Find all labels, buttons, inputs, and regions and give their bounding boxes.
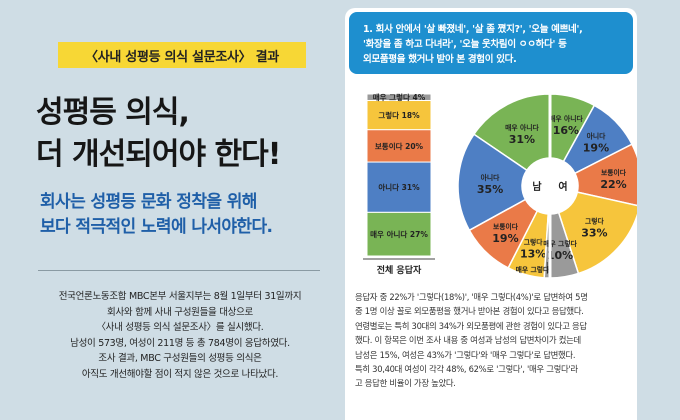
- pie-title-female: 여: [558, 180, 567, 193]
- result-line: 고 응답한 비율이 가장 높았다.: [355, 378, 456, 389]
- pie-slice-value: 19%: [492, 232, 518, 245]
- survey-tag: 〈사내 성평등 의식 설문조사〉 결과: [58, 42, 306, 68]
- headline-line: 성평등 의식,: [36, 95, 190, 130]
- bar-label: 보통이다 20%: [375, 141, 424, 151]
- bar-segment: [366, 93, 432, 101]
- pie-slice-label: 매우 그렇다: [516, 265, 550, 274]
- intro-line: 아직도 개선해야할 점이 적지 않은 것으로 나타났다.: [81, 368, 279, 380]
- bar-label: 매우 아니다 27%: [370, 229, 428, 239]
- pie-slice-value: 31%: [509, 133, 535, 146]
- pie-slice-label: 그렇다: [585, 216, 605, 225]
- pie-slice-value: 10%: [547, 249, 573, 262]
- result-line: 남성은 15%, 여성은 43%가 '그렇다'와 '매우 그렇다'로 답변했다.: [355, 349, 576, 360]
- pie-slice-label: 그렇다: [524, 238, 544, 247]
- result-line: 연령별로는 특히 30대의 34%가 외모품평에 관한 경험이 있다고 응답: [355, 320, 587, 331]
- pie-slice-label: 보통이다: [493, 222, 519, 231]
- bar-label: 아니다 31%: [378, 182, 420, 192]
- pie-center: [522, 158, 578, 214]
- subheadline: 회사는 성평등 문화 정착을 위해 보다 적극적인 노력에 나서야한다.: [40, 190, 340, 240]
- pie-title-male: 남: [532, 180, 542, 193]
- result-line: 중 1명 이상 꼴로 외모품평을 했거나 받아본 경험이 있다고 응답했다.: [355, 306, 584, 317]
- intro-line: 회사와 함께 사내 구성원들을 대상으로: [107, 306, 253, 318]
- subheadline-line: 회사는 성평등 문화 정착을 위해: [40, 192, 257, 212]
- bar-segment: [366, 129, 432, 163]
- headline: 성평등 의식, 더 개선되어야 한다!: [36, 92, 336, 176]
- pie-slice-value: 35%: [477, 183, 503, 196]
- result-line: 응답자 중 22%가 '그렇다(18%)', '매우 그렇다(4%)'로 답변하…: [355, 292, 588, 302]
- result-line: 특히 30,40대 여성이 각각 48%, 62%로 '그렇다', '매우 그렇…: [355, 364, 578, 375]
- pie-slice-value: 22%: [600, 178, 626, 191]
- pie-slice-value: 13%: [520, 248, 546, 261]
- pie-slice-label: 아니다: [587, 131, 607, 140]
- pie-slice-value: 33%: [581, 226, 607, 239]
- pie-slice-label: 매우 그렇다: [543, 239, 577, 248]
- intro-body: 전국언론노동조합 MBC본부 서울지부는 8월 1일부터 31일까지 회사와 함…: [30, 289, 330, 383]
- result-line: 했다. 이 항목은 이번 조사 내용 중 여성과 남성의 답변차이가 컸는데: [355, 335, 581, 346]
- result-text: 응답자 중 22%가 '그렇다(18%)', '매우 그렇다(4%)'로 답변하…: [355, 290, 627, 391]
- bar-segment: [366, 211, 432, 257]
- intro-line: 조사 결과, MBC 구성원들의 성평등 의식은: [98, 353, 262, 365]
- pie-slice-value: 19%: [583, 141, 609, 154]
- headline-line: 더 개선되어야 한다!: [36, 137, 281, 172]
- divider: [38, 270, 320, 271]
- left-column: 〈사내 성평등 의식 설문조사〉 결과 성평등 의식, 더 개선되어야 한다! …: [30, 42, 340, 383]
- intro-line: 〈사내 성평등 의식 설문조사〉를 실시했다.: [96, 322, 264, 334]
- pie-slice-label: 매우 아니다: [549, 114, 583, 123]
- pie-slice-label: 매우 아니다: [505, 123, 539, 132]
- intro-line: 전국언론노동조합 MBC본부 서울지부는 8월 1일부터 31일까지: [58, 291, 302, 302]
- bar-title: 전체 응답자: [377, 264, 422, 276]
- question-line: '화장을 좀 하고 다녀라', '오늘 웃차림이 ㅇㅇ하다' 등: [363, 39, 567, 50]
- pie-slice-value: 16%: [553, 124, 579, 137]
- bar-label: 매우 그렇다 4%: [373, 92, 426, 102]
- question-line: 외모품평을 했거나 받아 본 경험이 있다.: [363, 54, 517, 65]
- subheadline-line: 보다 적극적인 노력에 나서야한다.: [40, 217, 273, 237]
- question-box: 1. 회사 안에서 '살 빠졌네', '살 좀 쪘지?', '오늘 예쁘네', …: [349, 12, 633, 74]
- survey-charts: 매우 아니다 27% 아니다 31% 보통이다 20% 그렇다 18% 매우 그렇다 4…: [363, 92, 637, 280]
- bar-segment: [366, 99, 432, 131]
- question-line: 1. 회사 안에서 '살 빠졌네', '살 좀 쪘지?', '오늘 예쁘네',: [363, 24, 583, 35]
- pie-slice-label: 아니다: [481, 173, 501, 182]
- bar-label: 그렇다 18%: [378, 110, 420, 120]
- intro-line: 남성이 573명, 여성이 211명 등 총 784명이 응답하였다.: [70, 337, 290, 349]
- question-text: 1. 회사 안에서 '살 빠졌네', '살 좀 쪘지?', '오늘 예쁘네', …: [363, 22, 629, 67]
- pie-slice-label: 보통이다: [601, 168, 627, 177]
